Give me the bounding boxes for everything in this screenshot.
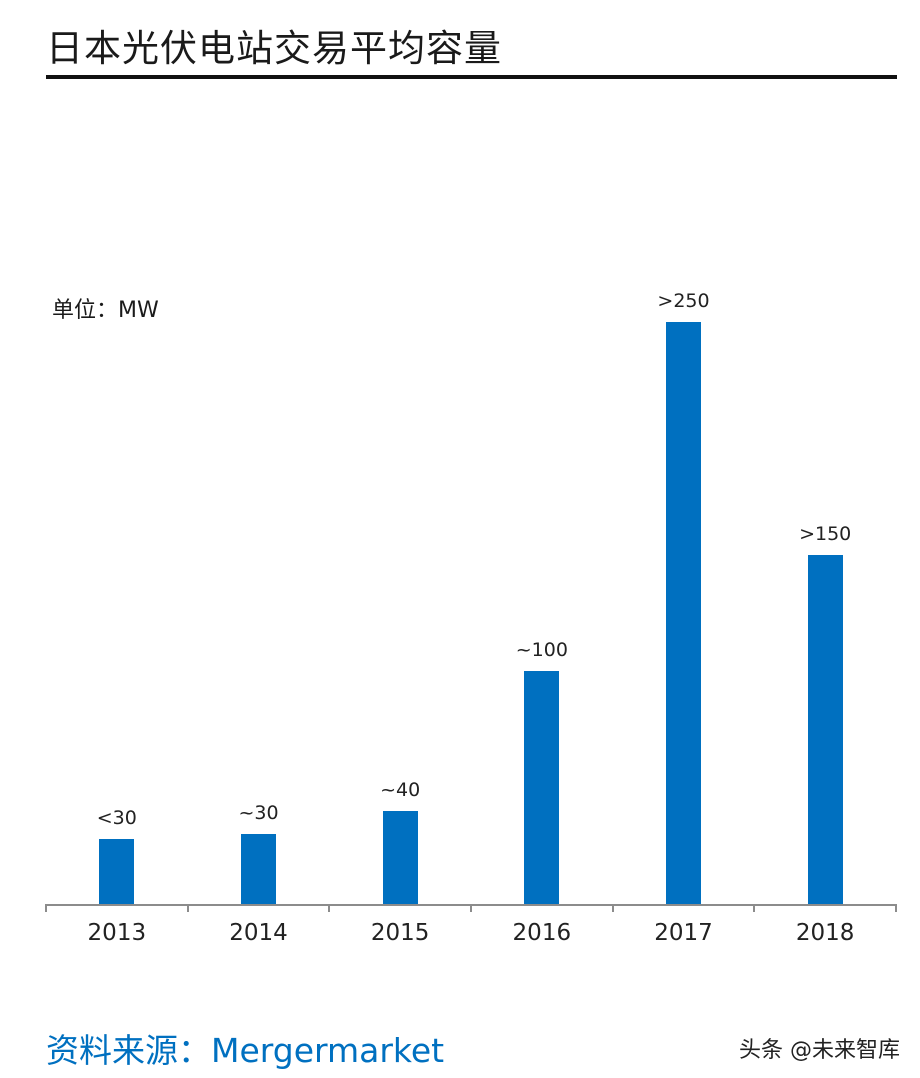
data-label-2015: ~40 [380, 778, 421, 801]
bar-2018 [807, 554, 843, 904]
x-tick-label-2013: 2013 [87, 920, 147, 946]
x-axis-tick [895, 904, 897, 912]
page-title: 日本光伏电站交易平均容量 [46, 27, 502, 70]
x-axis-tick [753, 904, 756, 912]
data-label-2013: <30 [96, 806, 137, 829]
x-axis-tick [611, 904, 614, 912]
bar-2014 [241, 834, 276, 904]
data-label-2014: ~30 [238, 802, 279, 825]
bar-2017 [666, 322, 701, 904]
data-label-2016: ~100 [515, 639, 568, 662]
x-tick-label-2016: 2016 [512, 920, 572, 946]
x-tick-label-2018: 2018 [795, 920, 855, 946]
x-tick-label-2015: 2015 [370, 920, 430, 946]
bar-2016 [524, 671, 560, 904]
x-axis-tick [328, 904, 331, 912]
data-label-2017: >250 [657, 290, 710, 312]
bar-2015 [382, 810, 418, 904]
x-tick-label-2017: 2017 [654, 920, 713, 946]
chart: 单位：MW <30 2013 ~30 2014 ~40 2015 ~100 2016 >250 2… [45, 290, 897, 946]
watermark: 头条 @未来智库 [739, 1038, 900, 1063]
title-underline [46, 75, 897, 79]
x-tick-label-2014: 2014 [229, 920, 288, 946]
data-label-2018: >150 [799, 522, 852, 545]
x-axis-tick [45, 904, 47, 912]
x-axis-tick [470, 904, 472, 912]
x-axis-tick [186, 904, 189, 912]
bar-2013 [99, 838, 135, 904]
unit-label: 单位：MW [52, 298, 159, 323]
source-note: 资料来源：Mergermarket [46, 1031, 445, 1070]
